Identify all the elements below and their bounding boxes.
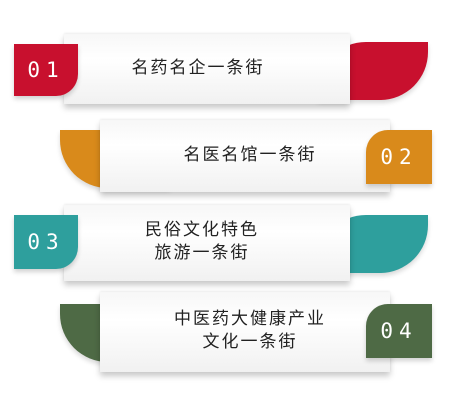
item-01-banner xyxy=(64,34,350,104)
item-04-label-line2: 文化一条街 xyxy=(202,332,298,352)
item-03: 03 民俗文化特色 旅游一条街 xyxy=(0,205,455,281)
item-02-label: 名医名馆一条街 xyxy=(140,144,360,167)
item-01: 01 名药名企一条街 xyxy=(0,34,455,104)
item-03-number-tab: 03 xyxy=(14,215,78,269)
item-01-number: 01 xyxy=(27,58,65,82)
item-03-label: 民俗文化特色 旅游一条街 xyxy=(92,219,312,265)
item-01-number-tab: 01 xyxy=(14,44,78,96)
item-04-label-line1: 中医药大健康产业 xyxy=(174,309,326,329)
item-02: 02 名医名馆一条街 xyxy=(0,120,455,192)
item-02-number-tab: 02 xyxy=(366,130,432,184)
item-02-label-line1: 名医名馆一条街 xyxy=(183,145,317,165)
item-02-number: 02 xyxy=(380,145,418,169)
item-03-label-line2: 旅游一条街 xyxy=(154,243,250,263)
item-04-number: 04 xyxy=(380,319,418,343)
item-03-number: 03 xyxy=(27,230,65,254)
item-04-number-tab: 04 xyxy=(366,304,432,358)
item-04-banner xyxy=(100,292,390,372)
item-01-label-line1: 名药名企一条街 xyxy=(131,58,265,78)
item-03-banner xyxy=(64,205,350,281)
item-04-label: 中医药大健康产业 文化一条街 xyxy=(140,308,360,354)
item-03-label-line1: 民俗文化特色 xyxy=(145,220,259,240)
item-04: 04 中医药大健康产业 文化一条街 xyxy=(0,292,455,372)
item-01-label: 名药名企一条街 xyxy=(88,57,308,80)
item-02-banner xyxy=(100,120,390,192)
